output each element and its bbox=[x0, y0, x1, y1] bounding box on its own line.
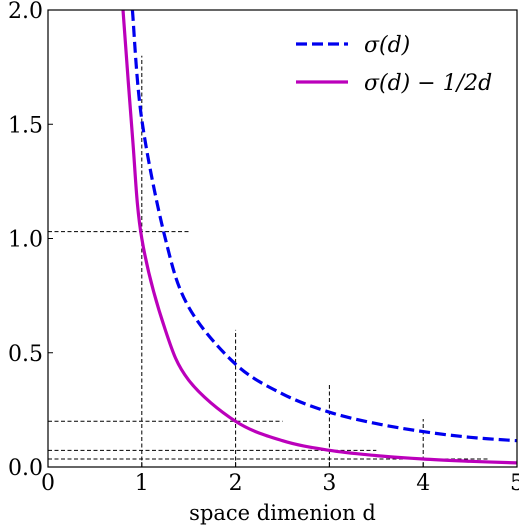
legend: σ(d) σ(d) − 1/2d bbox=[296, 33, 492, 96]
series-line-sigma-d-minus-half-inverse-d bbox=[121, 10, 517, 465]
axis-ticks: 0 1 2 3 4 5 0.0 0.5 1.0 1.5 2.0 bbox=[8, 0, 519, 496]
reference-lines bbox=[48, 55, 489, 467]
x-tick-label-5: 5 bbox=[510, 471, 519, 496]
y-tick-label-2.0: 2.0 bbox=[8, 0, 43, 24]
x-tick-label-0: 0 bbox=[41, 471, 55, 496]
y-tick-label-1.5: 1.5 bbox=[8, 113, 43, 138]
x-tick-label-2: 2 bbox=[229, 471, 243, 496]
x-tick-label-3: 3 bbox=[322, 471, 336, 496]
y-tick-label-1.0: 1.0 bbox=[8, 228, 43, 253]
y-tick-label-0.5: 0.5 bbox=[8, 342, 43, 367]
series-line-sigma-d bbox=[130, 10, 517, 443]
x-tick-label-1: 1 bbox=[135, 471, 149, 496]
series-layer bbox=[121, 10, 517, 465]
y-tick-label-0.0: 0.0 bbox=[8, 456, 43, 481]
x-tick-label-4: 4 bbox=[416, 471, 430, 496]
x-axis-title: space dimenion d bbox=[189, 501, 376, 525]
legend-label-sigma-d: σ(d) bbox=[364, 33, 410, 58]
legend-label-sigma-d-minus-half-inverse-d: σ(d) − 1/2d bbox=[364, 71, 492, 96]
